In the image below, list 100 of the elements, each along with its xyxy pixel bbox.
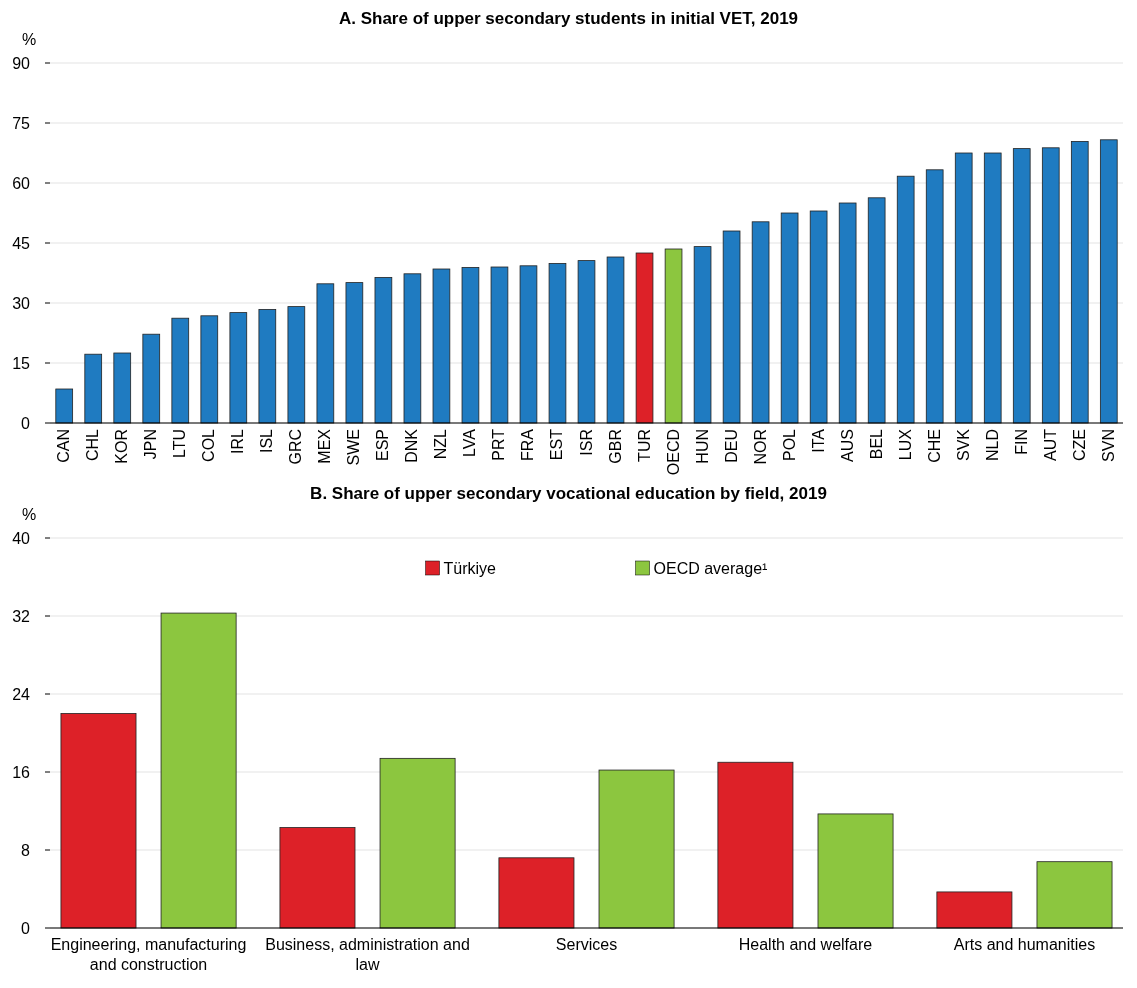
bar xyxy=(606,256,625,424)
x-tick-label: MEX xyxy=(316,428,334,464)
y-tick-label: 0 xyxy=(21,414,31,432)
x-tick-label: FRA xyxy=(519,428,537,461)
x-tick-label: LUX xyxy=(896,428,914,461)
chart-title: B. Share of upper secondary vocational education by field, 2019 xyxy=(310,484,827,503)
x-tick-label: CZE xyxy=(1070,429,1088,461)
bar xyxy=(635,252,654,424)
x-tick-label: TUR xyxy=(635,429,653,462)
bar xyxy=(84,353,103,424)
x-tick-label: AUS xyxy=(838,429,856,462)
x-tick-label: AUT xyxy=(1041,428,1059,461)
bar xyxy=(954,152,973,424)
y-tick-label: 60 xyxy=(12,174,31,192)
bar xyxy=(867,197,886,424)
bar xyxy=(722,230,741,424)
x-tick-label: CHE xyxy=(925,429,943,463)
legend-label: Türkiye xyxy=(443,559,497,577)
bar xyxy=(817,813,894,929)
bar xyxy=(279,827,356,929)
x-tick-label: OECD xyxy=(664,429,682,476)
x-tick-label: SVK xyxy=(954,428,972,462)
bar xyxy=(693,246,712,424)
x-tick-label: CAN xyxy=(55,429,73,463)
bar xyxy=(113,352,132,424)
y-tick-label: 15 xyxy=(12,354,31,372)
x-tick-label: EST xyxy=(548,428,566,461)
bar xyxy=(379,757,456,929)
bar xyxy=(983,152,1002,424)
x-tick-label: IRL xyxy=(229,428,247,454)
bar xyxy=(936,891,1013,929)
bar xyxy=(751,221,770,424)
bar xyxy=(1099,139,1118,424)
x-tick-label: ITA xyxy=(809,428,827,453)
bar xyxy=(598,769,675,929)
bar xyxy=(258,309,277,424)
bar xyxy=(490,266,509,424)
x-tick-label: COL xyxy=(200,428,218,462)
bar xyxy=(717,761,794,929)
bar xyxy=(1036,861,1113,929)
bar xyxy=(780,212,799,424)
bar xyxy=(498,857,575,929)
x-tick-label: GRC xyxy=(287,429,305,465)
bar xyxy=(577,260,596,424)
bar xyxy=(374,277,393,424)
bar xyxy=(403,273,422,424)
x-tick-label: SWE xyxy=(345,429,363,466)
bar xyxy=(1012,148,1031,424)
bar xyxy=(548,263,567,424)
y-tick-label: 45 xyxy=(12,234,31,252)
x-tick-label: PRT xyxy=(490,428,508,461)
x-tick-label: GBR xyxy=(606,429,624,464)
x-tick-label: DNK xyxy=(403,428,421,463)
x-tick-label: NLD xyxy=(983,429,1001,462)
x-tick-label: NOR xyxy=(751,429,769,465)
y-axis-title: % xyxy=(22,31,37,48)
x-tick-label: Services xyxy=(555,936,618,953)
x-tick-label: HUN xyxy=(693,429,711,464)
legend-label: OECD average¹ xyxy=(653,559,768,577)
x-tick-label: ISL xyxy=(258,428,276,454)
y-tick-label: 0 xyxy=(21,919,31,937)
bar xyxy=(60,713,137,929)
y-tick-label: 32 xyxy=(12,607,31,625)
x-tick-label: POL xyxy=(780,428,798,462)
bar xyxy=(287,306,306,424)
bar xyxy=(461,267,480,424)
bar xyxy=(229,312,248,424)
x-tick-label: KOR xyxy=(113,429,131,464)
x-tick-label: Health and welfare xyxy=(738,936,873,953)
x-tick-label: ISR xyxy=(577,429,595,456)
y-tick-label: 24 xyxy=(12,685,31,703)
bar xyxy=(896,175,915,424)
x-tick-label: Engineering, manufacturing and construction xyxy=(50,936,247,973)
x-tick-label: LVA xyxy=(461,428,479,457)
y-tick-label: 75 xyxy=(12,114,31,132)
bar xyxy=(1041,147,1060,424)
bar xyxy=(160,612,237,929)
bar xyxy=(432,268,451,424)
bar xyxy=(200,315,219,424)
chart-title: A. Share of upper secondary students in initial VET, 2019 xyxy=(338,9,799,28)
x-tick-label: LTU xyxy=(171,429,189,459)
x-tick-label: Arts and humanities xyxy=(953,936,1096,953)
y-tick-label: 8 xyxy=(21,841,31,859)
x-tick-label: CHL xyxy=(84,428,102,462)
x-tick-label: FIN xyxy=(1012,429,1030,455)
y-tick-label: 30 xyxy=(12,294,31,312)
y-axis-title: % xyxy=(22,506,37,523)
x-tick-label: JPN xyxy=(142,429,160,460)
y-tick-label: 90 xyxy=(12,54,31,72)
bar xyxy=(925,169,944,424)
x-tick-label: SVN xyxy=(1099,429,1117,462)
bar xyxy=(142,333,161,424)
bar xyxy=(519,265,538,424)
bar xyxy=(664,248,683,424)
x-tick-label: ESP xyxy=(374,429,392,462)
x-tick-label: BEL xyxy=(867,428,885,460)
bar xyxy=(171,317,190,424)
bar xyxy=(345,282,364,424)
y-tick-label: 40 xyxy=(12,529,31,547)
bar xyxy=(838,202,857,424)
